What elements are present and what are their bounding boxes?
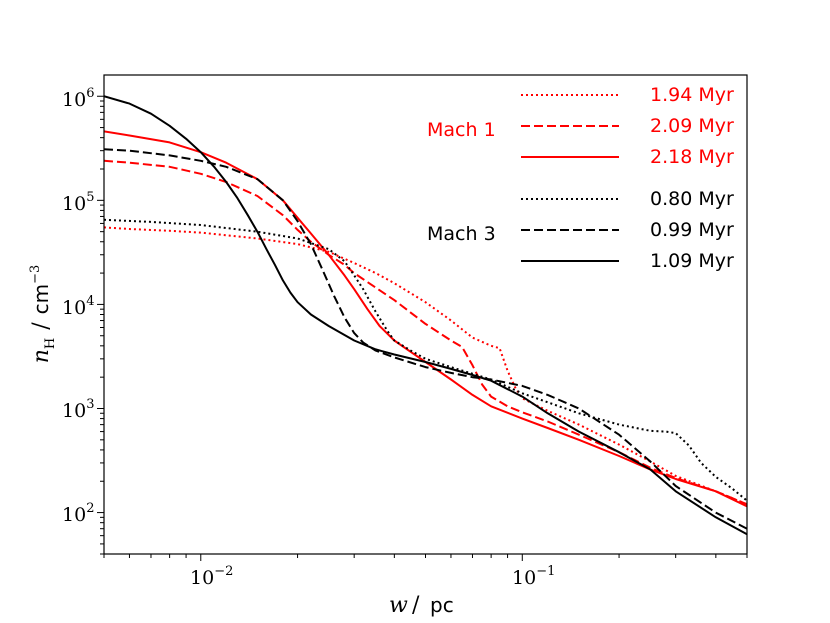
- legend-entry-label: 1.09 Myr: [650, 250, 734, 272]
- series-layer: [104, 95, 747, 536]
- x-axis-var: w: [389, 593, 408, 618]
- series-line: [104, 148, 747, 530]
- x-axis-unit: pc: [430, 593, 454, 617]
- legend-entry-label: 0.80 Myr: [650, 188, 734, 210]
- series-line: [104, 95, 747, 536]
- y-tick-exp: 2: [86, 501, 94, 516]
- y-tick-base: 10: [62, 193, 86, 215]
- legend-group-label: Mach 3: [427, 223, 496, 245]
- y-axis-var: n: [29, 349, 54, 363]
- x-tick-base: 10: [190, 567, 214, 589]
- legend-entry-label: 2.09 Myr: [650, 115, 734, 137]
- series-line: [104, 226, 747, 506]
- y-tick-exp: 6: [86, 86, 94, 101]
- y-axis-sub: H: [43, 338, 58, 349]
- x-tick-exp: −2: [214, 564, 233, 579]
- y-tick-base: 10: [62, 504, 86, 526]
- y-tick-exp: 3: [86, 397, 94, 412]
- y-tick-exp: 5: [86, 190, 94, 205]
- major-ticks: [97, 95, 523, 561]
- legend-entry-label: 1.94 Myr: [650, 84, 734, 106]
- series-line: [104, 130, 747, 508]
- y-axis-label: nH / cm−3: [28, 265, 58, 364]
- series-line: [104, 159, 747, 506]
- y-axis-unit: cm: [29, 284, 53, 314]
- y-axis-unit-exp: −3: [28, 265, 43, 284]
- legend-entry-label: 2.18 Myr: [650, 146, 734, 168]
- x-axis-sep: /: [412, 593, 420, 618]
- y-tick-exp: 4: [86, 294, 94, 309]
- y-tick-label: 103: [62, 397, 94, 422]
- x-tick-exp: −1: [536, 564, 555, 579]
- y-tick-label: 105: [62, 190, 94, 215]
- x-tick-base: 10: [512, 567, 536, 589]
- y-tick-base: 10: [62, 297, 86, 319]
- y-tick-label: 106: [62, 86, 94, 111]
- plot-area: [104, 75, 747, 554]
- y-axis-sep: /: [29, 322, 54, 330]
- legend-group-label: Mach 1: [427, 119, 496, 141]
- x-axis-label: w / pc: [389, 593, 454, 618]
- series-line: [104, 218, 747, 502]
- x-tick-label: 10−1: [512, 564, 555, 589]
- x-tick-label: 10−2: [190, 564, 233, 589]
- y-tick-label: 102: [62, 501, 94, 526]
- y-tick-base: 10: [62, 89, 86, 111]
- minor-ticks: [100, 100, 748, 558]
- plot-frame: [103, 74, 748, 555]
- y-tick-base: 10: [62, 400, 86, 422]
- legend-entry-label: 0.99 Myr: [650, 219, 734, 241]
- legend: Mach 1 Mach 3 1.94 Myr 2.09 Myr 2.18 Myr…: [427, 84, 734, 272]
- y-tick-label: 104: [62, 294, 94, 319]
- svg-text:nH/cm−3: nH / cm−3: [28, 265, 58, 364]
